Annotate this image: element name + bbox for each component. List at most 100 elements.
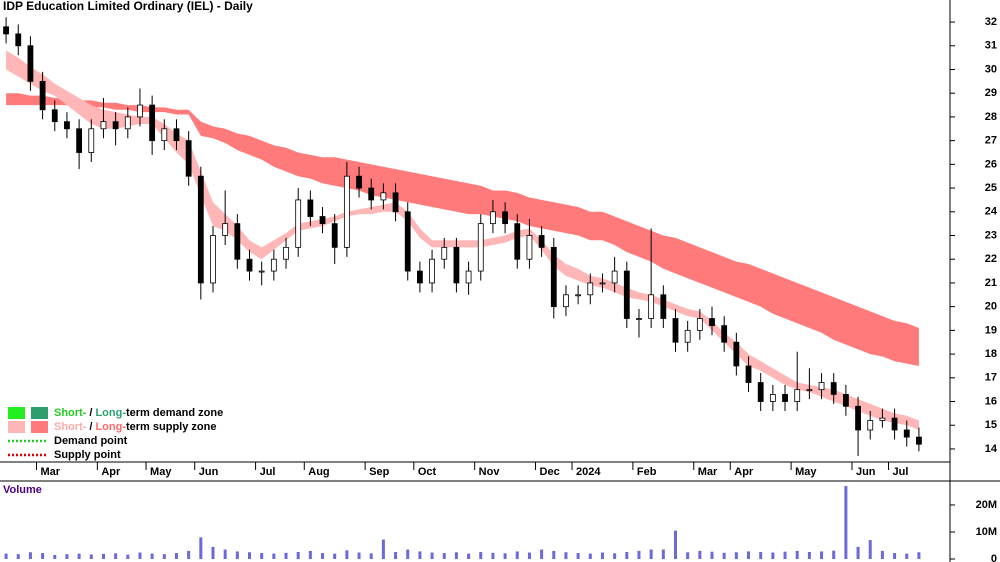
y-tick-label: 24 (985, 206, 998, 218)
candle-body (404, 211, 411, 272)
volume-bar (515, 551, 519, 559)
legend-text: term supply zone (126, 421, 216, 433)
volume-bar (613, 553, 617, 559)
volume-bar (673, 530, 677, 559)
volume-bar (467, 553, 471, 559)
candle-body (15, 33, 22, 47)
volume-bar (114, 553, 118, 559)
candle-body (283, 246, 289, 260)
candle-body (343, 175, 350, 248)
volume-bar (625, 551, 629, 559)
candle-body (88, 128, 95, 153)
candle-body (307, 199, 314, 217)
volume-bar (454, 552, 458, 559)
candle-body (319, 216, 326, 225)
volume-bar (771, 552, 775, 559)
candle-body (429, 258, 435, 284)
candle-body (916, 436, 922, 445)
volume-bar (491, 552, 495, 559)
volume-bar (600, 552, 604, 559)
x-tick-label: Jun (856, 466, 876, 478)
volume-bar (540, 549, 544, 559)
legend-swatch (31, 407, 48, 419)
candle-body (599, 282, 606, 285)
x-tick-label: Jul (260, 466, 276, 478)
volume-bar (89, 554, 93, 559)
y-tick-label: 19 (985, 324, 997, 336)
y-tick-label: 28 (985, 111, 997, 123)
volume-bar (394, 551, 398, 559)
candle-body (538, 235, 545, 248)
volume-bar (345, 550, 349, 559)
volume-bar (905, 553, 909, 559)
volume-bar (868, 540, 872, 559)
legend-text: Short- (54, 407, 87, 419)
candle-body (648, 294, 655, 319)
volume-bar (564, 552, 568, 559)
candle-body (380, 192, 387, 201)
volume-bar (235, 551, 239, 559)
candle-body (587, 282, 594, 296)
candle-body (100, 121, 107, 130)
candle-body (757, 382, 764, 402)
volume-bar (272, 553, 276, 559)
x-tick-label: May (795, 466, 817, 478)
volume-bar (138, 552, 142, 559)
candle-body (161, 128, 168, 142)
volume-bar (637, 550, 641, 559)
legend-text: Supply point (54, 449, 121, 461)
volume-bar (296, 551, 300, 559)
candle-body (417, 270, 423, 284)
zone-band (6, 50, 919, 430)
candle-body (234, 223, 241, 260)
volume-bar (284, 552, 288, 559)
y-tick-label: 26 (985, 158, 997, 170)
volume-bar (430, 552, 434, 559)
volume-bar (734, 552, 738, 559)
legend-label: Demand point (54, 435, 128, 447)
legend-swatch (8, 421, 25, 433)
volume-bar (16, 554, 20, 559)
y-tick-label: 21 (985, 277, 997, 289)
volume-title: Volume (3, 484, 42, 496)
volume-bar (783, 551, 787, 559)
candle-body (64, 121, 70, 130)
candle-body (636, 318, 642, 320)
y-tick-label: 20 (985, 301, 997, 313)
y-tick-label: 14 (985, 443, 998, 455)
y-tick-label: 17 (985, 372, 997, 384)
candle-body (258, 270, 265, 273)
legend-text: / (89, 407, 92, 419)
volume-bar (211, 546, 215, 559)
volume-bar (893, 553, 897, 559)
candle-body (623, 270, 630, 319)
volume-bar (187, 550, 191, 559)
candle-body (611, 270, 618, 284)
volume-bar (710, 551, 714, 559)
candle-body (270, 258, 277, 272)
candle-body (867, 420, 874, 431)
candle-body (453, 246, 460, 284)
x-tick-label: Jun (199, 466, 219, 478)
volume-bar (820, 551, 824, 559)
volume-bar (442, 553, 446, 559)
candle-body (295, 199, 302, 248)
volume-bar (174, 553, 178, 559)
y-tick-label: 10M (976, 526, 997, 538)
candle-body (733, 341, 740, 367)
candle-body (672, 318, 679, 343)
volume-bar (747, 551, 751, 559)
candle-body (197, 175, 204, 284)
volume-bar (260, 553, 264, 559)
volume-bar (65, 554, 69, 559)
candle-body (903, 429, 910, 438)
candle-body (502, 211, 508, 225)
candle-body (782, 394, 788, 402)
volume-bar (856, 546, 860, 559)
y-tick-label: 22 (985, 253, 997, 265)
candle-body (550, 246, 557, 308)
candle-body (721, 325, 728, 343)
x-tick-label: Oct (418, 466, 437, 478)
x-tick-label: Feb (637, 466, 657, 478)
